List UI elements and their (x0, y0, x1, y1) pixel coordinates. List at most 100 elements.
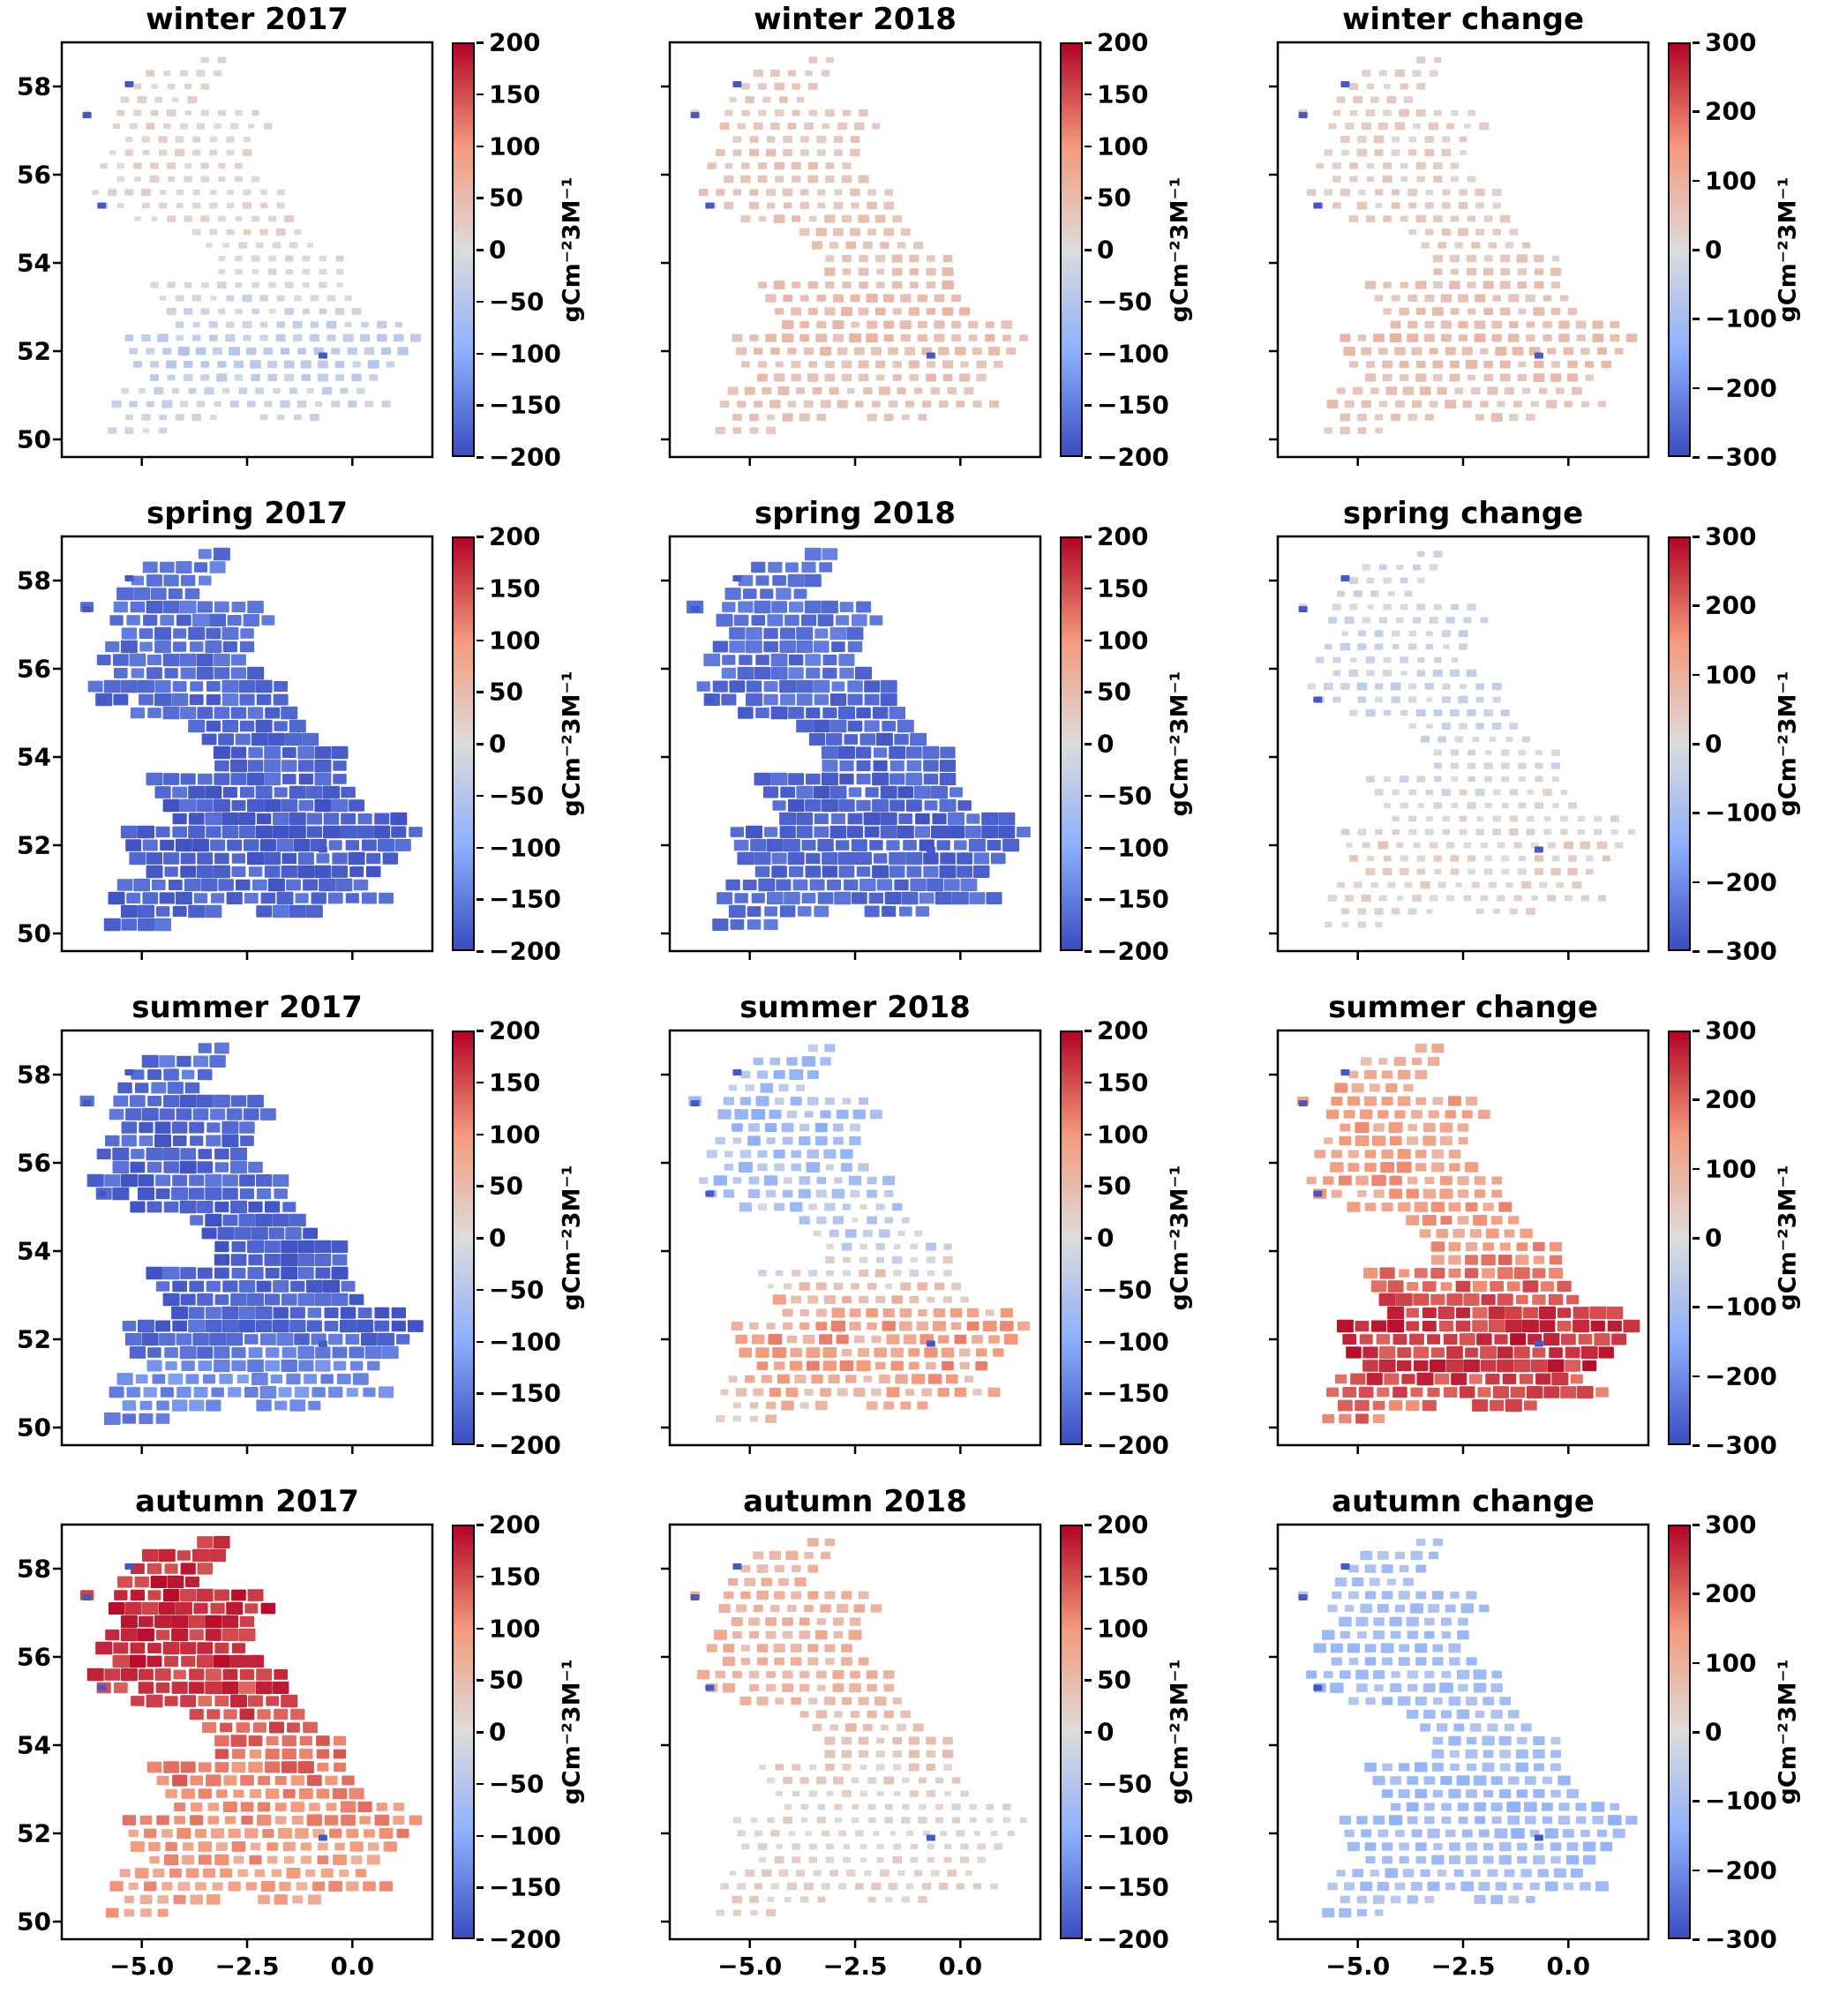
colorbar-tick-mark (477, 1444, 484, 1447)
map-plot-winter-2018 (661, 41, 1042, 466)
colorbar-tick-mark (477, 456, 484, 459)
colorbar-tick-label: 0 (1705, 235, 1723, 265)
colorbar-tick-mark (1085, 456, 1092, 459)
colorbar-tick-label: −200 (489, 442, 561, 472)
map-plot-summer-2018 (661, 1029, 1042, 1454)
colorbar-tick-mark (1085, 743, 1092, 746)
colorbar-tick-label: 150 (1097, 79, 1149, 109)
colorbar-tick-mark (1085, 145, 1092, 147)
colorbar-tick-label: 100 (489, 1614, 541, 1643)
colorbar-tick-label: −200 (1097, 1430, 1169, 1460)
panel-winter-2017: winter 2017 58 56 54 52 50 200 150 100 50 0 −50 −100… (0, 0, 608, 494)
colorbar-unit-label: gCm⁻²3M⁻¹ (1774, 1165, 1802, 1311)
map-cells (1297, 1043, 1640, 1424)
colorbar-tick-label: −200 (1705, 1855, 1777, 1885)
colorbar (1668, 1030, 1691, 1445)
colorbar-tick-label: 150 (489, 573, 541, 603)
colorbar-tick-mark (1085, 1185, 1092, 1188)
x-tick-label: −5.0 (1325, 1952, 1391, 1981)
colorbar-tick-label: 200 (1705, 1084, 1757, 1114)
colorbar-tick-mark (1693, 812, 1700, 814)
y-tick-label: 54 (17, 742, 51, 772)
colorbar-tick-label: 200 (1705, 590, 1757, 620)
colorbar-tick-mark (1693, 249, 1700, 251)
colorbar-tick-mark (477, 300, 484, 304)
colorbar-tick-mark (1693, 1731, 1700, 1734)
colorbar-tick-mark (1693, 1167, 1700, 1171)
x-tick-label: 0.0 (1546, 1952, 1591, 1981)
colorbar-tick-mark (1085, 846, 1092, 849)
y-tick-label: 54 (17, 1730, 51, 1760)
y-tick-label: 58 (17, 71, 51, 101)
y-tick-label: 54 (17, 248, 51, 278)
y-tick-label: 50 (17, 1907, 51, 1937)
colorbar-tick-mark (1085, 1237, 1092, 1240)
colorbar-tick-mark (477, 1782, 484, 1786)
colorbar-tick-mark (1085, 1731, 1092, 1734)
panel-title: summer change (1328, 990, 1598, 1025)
colorbar-tick-label: −200 (1097, 442, 1169, 472)
colorbar-tick-mark (1085, 352, 1092, 355)
colorbar-tick-mark (1693, 1444, 1700, 1447)
plot-frame (1276, 41, 1650, 459)
colorbar-tick-mark (477, 1938, 484, 1941)
colorbar-tick-mark (1693, 179, 1700, 183)
colorbar-tick-mark (1693, 1306, 1700, 1308)
colorbar-unit-label: gCm⁻²3M⁻¹ (558, 671, 586, 817)
panel-title: winter 2018 (754, 2, 957, 37)
colorbar-tick-mark (1693, 1030, 1700, 1032)
colorbar-tick-mark (1085, 93, 1092, 96)
colorbar-tick-label: 150 (1097, 1068, 1149, 1098)
colorbar-tick-mark (1693, 41, 1700, 44)
colorbar-unit-label: gCm⁻²3M⁻¹ (558, 176, 586, 323)
axis-tick-marks (1269, 579, 1570, 960)
colorbar-tick-mark (477, 794, 484, 798)
colorbar (1060, 536, 1083, 951)
axis-tick-marks (661, 579, 962, 960)
map-plot-winter-2017 (53, 41, 434, 466)
colorbar-tick-mark (477, 743, 484, 746)
colorbar-tick-label: 100 (489, 131, 541, 161)
colorbar-tick-label: 200 (489, 27, 541, 57)
colorbar-tick-mark (477, 41, 484, 44)
plot-frame (1276, 535, 1650, 953)
colorbar-tick-mark (477, 1288, 484, 1292)
plot-frame (1276, 1029, 1650, 1447)
x-tick-label: 0.0 (938, 1952, 983, 1981)
colorbar-tick-mark (1085, 1782, 1092, 1786)
colorbar-tick-mark (477, 93, 484, 96)
colorbar-tick-label: −300 (1705, 442, 1777, 472)
colorbar-tick-label: 200 (1705, 1578, 1757, 1608)
colorbar-tick-label: 200 (1097, 1510, 1149, 1540)
colorbar-tick-mark (1085, 1288, 1092, 1292)
colorbar-tick-mark (477, 1575, 484, 1578)
x-tick-label: −5.0 (109, 1952, 175, 1981)
map-plot-spring-2017 (53, 535, 434, 960)
panel-summer-change: summer change 300 200 100 0 −100 −200 −300 gCm⁻²… (1216, 988, 1824, 1482)
plot-frame (60, 1523, 434, 1941)
map-cells (690, 1538, 1027, 1917)
map-cells (690, 56, 1028, 435)
colorbar-tick-label: −50 (489, 1769, 544, 1799)
y-tick-label: 52 (17, 830, 51, 860)
panel-spring-change: spring change 300 200 100 0 −100 −200 −300 gCm⁻²… (1216, 494, 1824, 988)
panel-winter-2018: winter 2018 200 150 100 50 0 −50 −100 −150 −200 gC… (608, 0, 1216, 494)
colorbar-tick-label: 300 (1705, 27, 1757, 57)
x-tick-label: −2.5 (214, 1952, 280, 1981)
colorbar-tick-label: −150 (489, 1872, 561, 1902)
map-cells (1298, 551, 1636, 928)
colorbar-tick-label: 0 (489, 235, 507, 265)
colorbar-tick-mark (1085, 950, 1092, 953)
colorbar-tick-mark (477, 1237, 484, 1240)
colorbar-tick-mark (1693, 673, 1700, 677)
colorbar-tick-label: −200 (489, 1924, 561, 1954)
y-tick-label: 50 (17, 918, 51, 948)
colorbar-tick-mark (477, 846, 484, 849)
x-tick-label: −5.0 (717, 1952, 783, 1981)
colorbar-tick-label: −50 (1097, 287, 1152, 317)
colorbar-tick-mark (1693, 1869, 1700, 1872)
colorbar-unit-label: gCm⁻²3M⁻¹ (1166, 671, 1194, 817)
x-tick-label: −2.5 (822, 1952, 888, 1981)
colorbar-tick-label: 150 (489, 1068, 541, 1098)
y-tick-label: 58 (17, 1060, 51, 1090)
